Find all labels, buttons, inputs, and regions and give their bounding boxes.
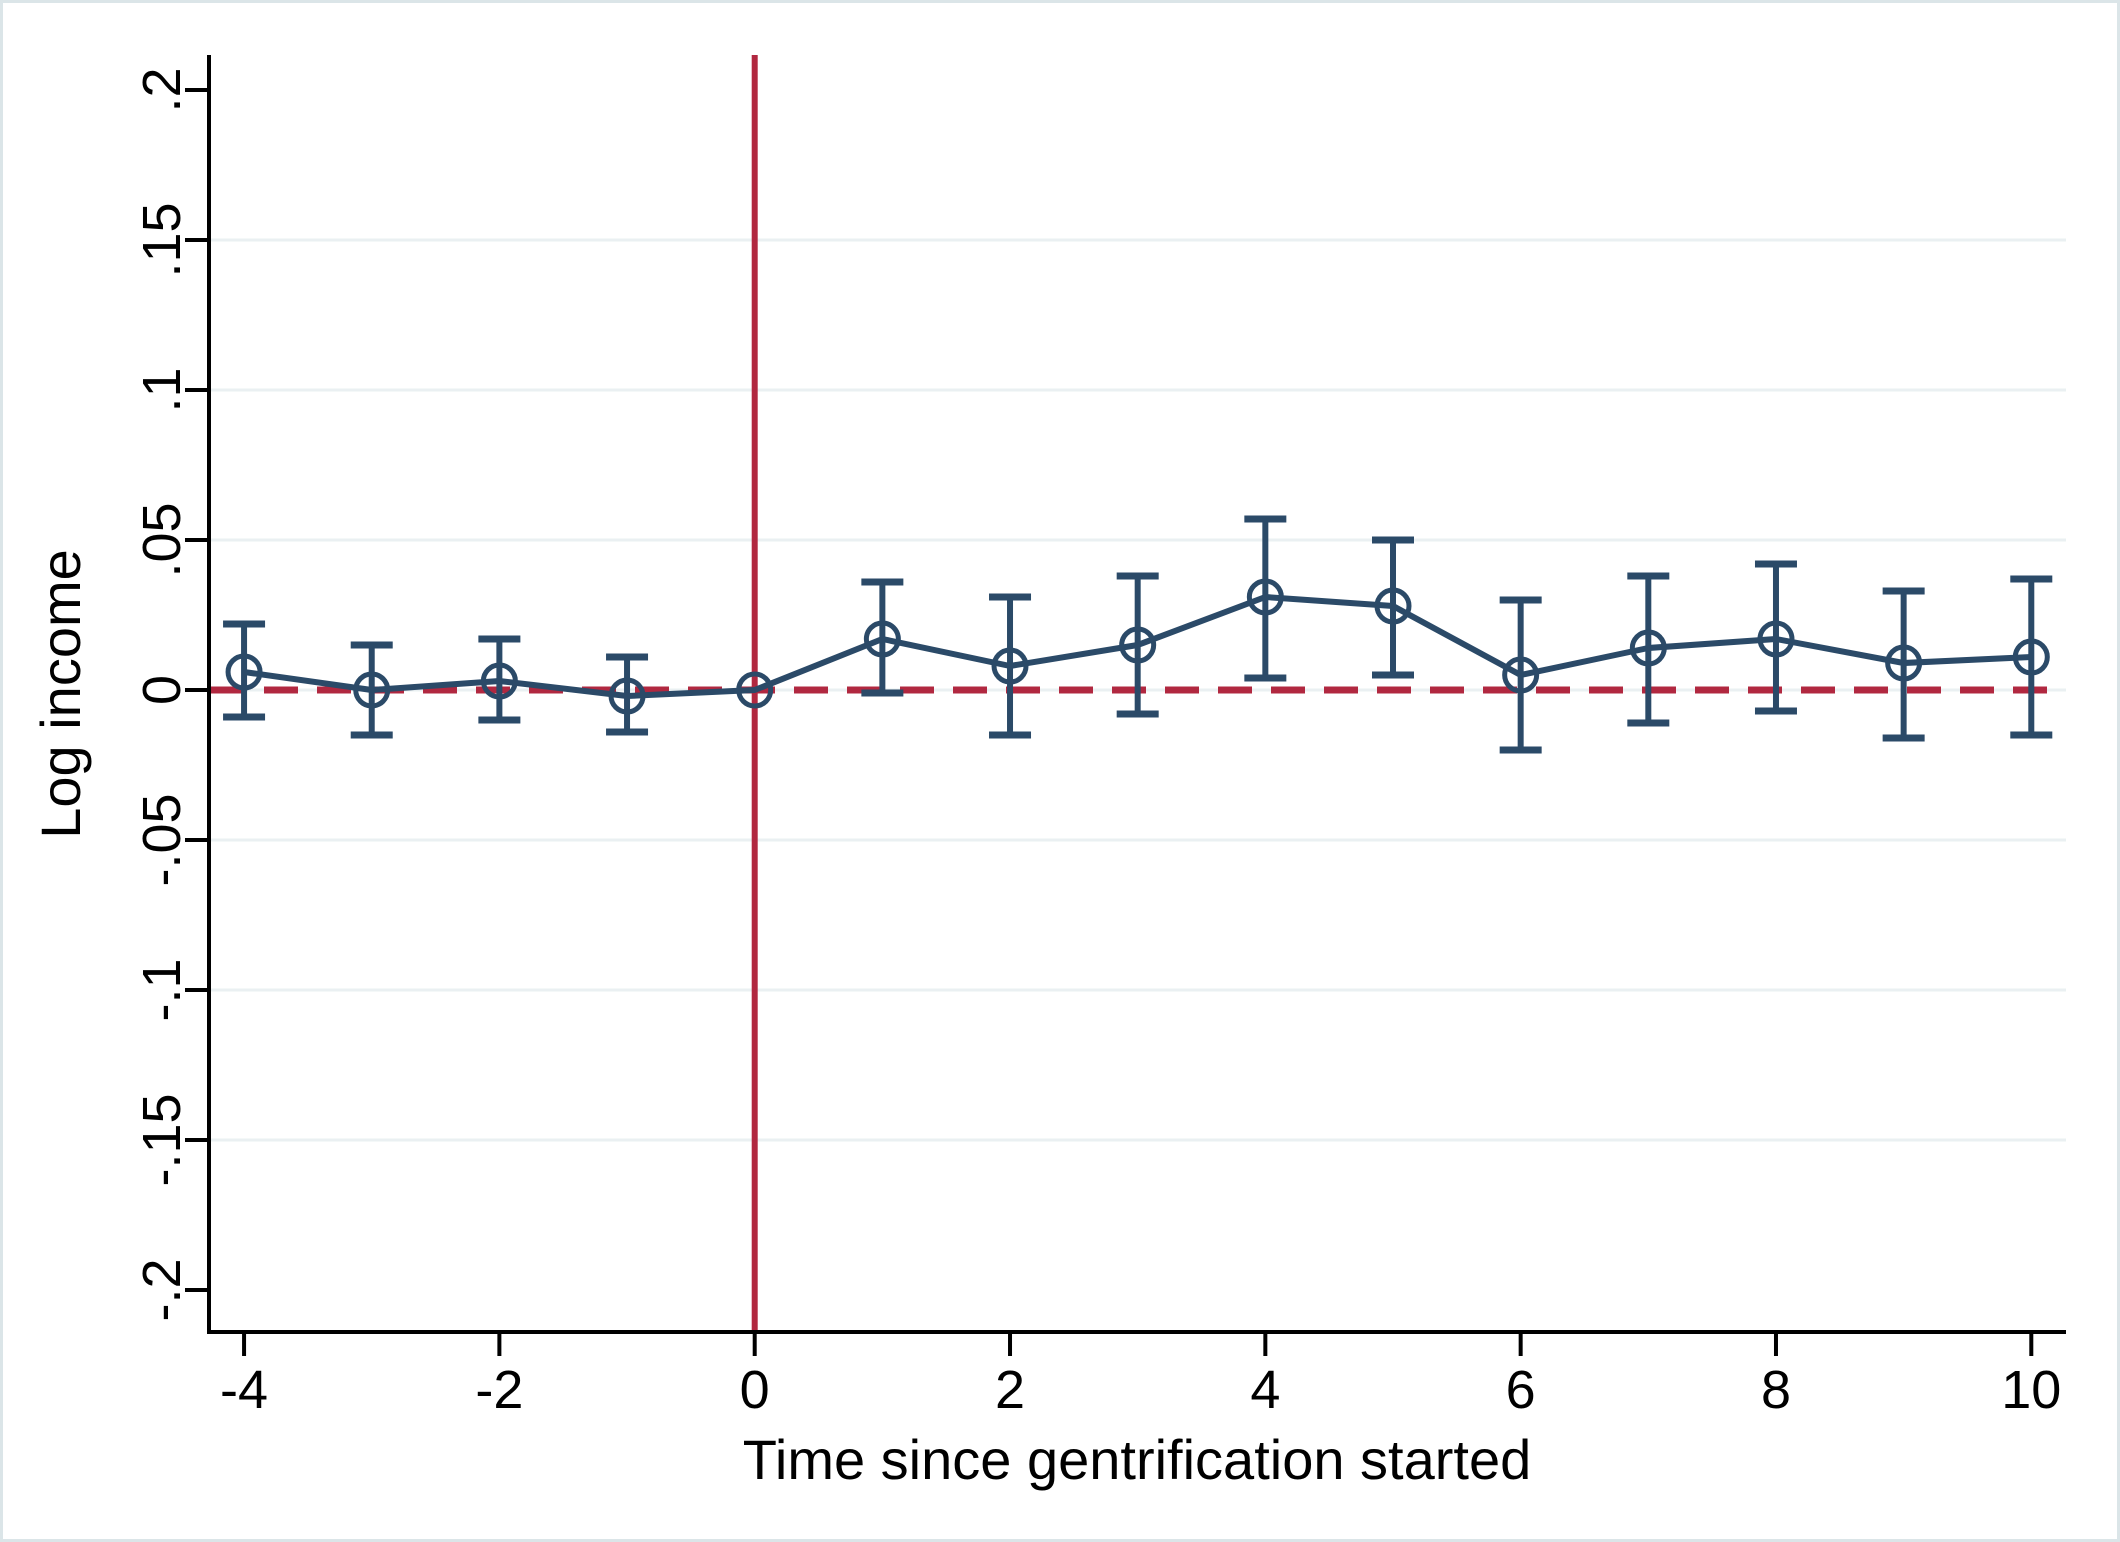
data-point-marker bbox=[1629, 629, 1667, 667]
x-axis-title: Time since gentrification started bbox=[743, 1428, 1531, 1491]
x-tick-label: -2 bbox=[475, 1360, 523, 1420]
data-point-marker bbox=[2012, 638, 2050, 676]
x-tick-label: 4 bbox=[1250, 1360, 1280, 1420]
x-tick-label: 6 bbox=[1506, 1360, 1536, 1420]
y-tick-label: 0 bbox=[132, 675, 192, 705]
y-tick-label: .05 bbox=[132, 502, 192, 577]
y-tick-label: -.1 bbox=[132, 958, 192, 1021]
y-tick-label: .2 bbox=[132, 67, 192, 112]
data-point-marker bbox=[1757, 620, 1795, 658]
y-tick-label: -.15 bbox=[132, 1093, 192, 1186]
y-tick-label: .15 bbox=[132, 202, 192, 277]
x-tick-label: 8 bbox=[1761, 1360, 1791, 1420]
x-tick-label: -4 bbox=[220, 1360, 268, 1420]
data-point-marker bbox=[1502, 656, 1540, 694]
x-tick-label: 2 bbox=[995, 1360, 1025, 1420]
x-tick-label: 0 bbox=[740, 1360, 770, 1420]
data-point-marker bbox=[991, 647, 1029, 685]
data-point-marker bbox=[1885, 644, 1923, 682]
data-point-marker bbox=[1374, 587, 1412, 625]
data-point-marker bbox=[863, 620, 901, 658]
y-tick-label: -.05 bbox=[132, 793, 192, 886]
y-tick-label: .1 bbox=[132, 367, 192, 412]
y-axis-title: Log income bbox=[29, 549, 92, 839]
data-point-marker bbox=[353, 671, 391, 709]
data-point-marker bbox=[225, 653, 263, 691]
y-tick-label: -.2 bbox=[132, 1258, 192, 1321]
data-point-marker bbox=[736, 671, 774, 709]
data-point-marker bbox=[1119, 626, 1157, 664]
x-tick-label: 10 bbox=[2001, 1360, 2061, 1420]
data-point-marker bbox=[480, 662, 518, 700]
data-point-marker bbox=[608, 677, 646, 715]
data-point-marker bbox=[1246, 578, 1284, 616]
